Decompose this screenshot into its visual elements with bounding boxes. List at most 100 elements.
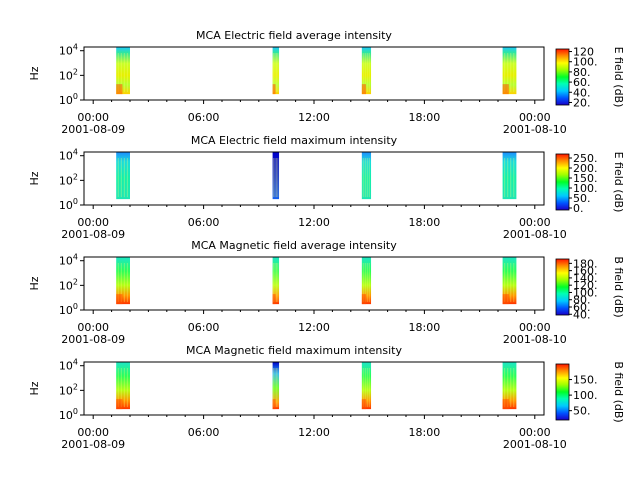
data-pass-hot-region	[361, 84, 366, 95]
colorbar	[555, 153, 570, 211]
data-pass-4	[502, 257, 517, 305]
y-tick-exponent: 0	[73, 407, 78, 416]
y-axis-label: Hz	[28, 66, 41, 80]
x-tick-label: 12:00	[298, 216, 330, 229]
colorbar-tick-label: 0.	[573, 202, 584, 215]
y-tick-exponent: 0	[73, 92, 78, 101]
x-tick-label: 12:00	[298, 111, 330, 124]
y-tick-base: 10	[59, 69, 73, 82]
colorbar-tick-label: 60.	[573, 301, 591, 314]
y-tick-exponent: 0	[73, 302, 78, 311]
panel-title: MCA Electric field maximum intensity	[191, 134, 398, 147]
colorbar-tick-label: 100.	[573, 56, 598, 69]
x-tick-label: 00:00	[77, 321, 109, 334]
y-tick-base: 10	[59, 199, 73, 212]
x-tick-label: 12:00	[298, 321, 330, 334]
y-tick-exponent: 2	[73, 277, 78, 286]
data-pass-3	[361, 152, 372, 200]
colorbar-tick-label: 180.	[573, 257, 598, 270]
y-tick-label: 104	[59, 148, 78, 163]
y-tick-label: 102	[59, 382, 78, 397]
x-tick-label: 00:00	[77, 426, 109, 439]
x-tick-label: 00:00	[77, 111, 109, 124]
data-pass-3	[361, 47, 372, 95]
colorbar-tick-label: 100.	[573, 389, 598, 402]
colorbar-tick-label: 100.	[573, 286, 598, 299]
colorbar-label: E field (dB)	[612, 47, 625, 108]
data-pass-2	[272, 362, 280, 410]
x-date-label-end: 2001-08-10	[503, 438, 567, 451]
colorbar-tick-label: 120	[573, 46, 594, 59]
colorbar-label: B field (dB)	[612, 361, 625, 422]
y-tick-exponent: 4	[73, 253, 78, 262]
colorbar-tick-label: 40.	[573, 86, 591, 99]
colorbar-tick-label: 80.	[573, 66, 591, 79]
y-tick-label: 104	[59, 43, 78, 58]
colorbar-tick-label: 100.	[573, 182, 598, 195]
data-pass-hot-region	[272, 399, 276, 410]
data-pass-2	[272, 152, 280, 200]
colorbar-tick-label: 20.	[573, 96, 591, 109]
y-tick-base: 10	[59, 45, 73, 58]
y-tick-exponent: 2	[73, 382, 78, 391]
colorbar-tick-label: 50.	[573, 192, 591, 205]
y-tick-label: 102	[59, 172, 78, 187]
colorbar-tick-label: 60.	[573, 76, 591, 89]
x-tick-label: 06:00	[188, 321, 220, 334]
x-tick-label: 18:00	[409, 216, 441, 229]
data-pass-3	[361, 257, 372, 305]
y-tick-base: 10	[59, 279, 73, 292]
panel-title: MCA Electric field average intensity	[196, 29, 392, 42]
data-pass-1	[116, 362, 130, 410]
data-pass-hot-region	[116, 294, 123, 305]
x-date-label-end: 2001-08-10	[503, 333, 567, 346]
colorbar-tick-label: 150.	[573, 374, 598, 387]
x-date-label-start: 2001-08-09	[61, 333, 125, 346]
y-tick-base: 10	[59, 255, 73, 268]
colorbar	[555, 48, 570, 106]
axes-frame	[83, 256, 545, 311]
x-date-label-end: 2001-08-10	[503, 123, 567, 136]
colorbar-tick-label: 40.	[573, 308, 591, 321]
y-tick-exponent: 4	[73, 43, 78, 52]
data-pass-4	[502, 152, 517, 200]
x-tick-label: 06:00	[188, 426, 220, 439]
colorbar-tick-label: 160.	[573, 265, 598, 278]
x-tick-label: 00:00	[519, 216, 551, 229]
colorbar-label: E field (dB)	[612, 152, 625, 213]
x-date-label-start: 2001-08-09	[61, 123, 125, 136]
x-tick-label: 06:00	[188, 111, 220, 124]
y-tick-exponent: 2	[73, 67, 78, 76]
x-tick-label: 18:00	[409, 111, 441, 124]
x-tick-label: 00:00	[519, 321, 551, 334]
y-tick-exponent: 0	[73, 197, 78, 206]
colorbar-tick-label: 50.	[573, 405, 591, 418]
panel-1: MCA Electric field average intensity Hz 10…	[28, 29, 625, 136]
y-tick-base: 10	[59, 384, 73, 397]
data-pass-1	[116, 152, 130, 200]
y-tick-exponent: 2	[73, 172, 78, 181]
y-tick-base: 10	[59, 360, 73, 373]
colorbar-tick-label: 120.	[573, 279, 598, 292]
y-axis-label: Hz	[28, 171, 41, 185]
y-tick-base: 10	[59, 174, 73, 187]
data-pass-2	[272, 257, 280, 305]
colorbar-label: B field (dB)	[612, 256, 625, 317]
x-tick-label: 00:00	[519, 111, 551, 124]
axes-frame	[83, 151, 545, 206]
y-axis-label: Hz	[28, 276, 41, 290]
colorbar-tick-label: 140.	[573, 272, 598, 285]
axes-frame	[83, 46, 545, 101]
y-tick-label: 102	[59, 67, 78, 82]
data-pass-4	[502, 47, 517, 95]
data-pass-hot-region	[272, 84, 276, 95]
colorbar-tick-label: 150.	[573, 172, 598, 185]
data-pass-hot-region	[116, 84, 123, 95]
colorbar-tick-label: 80.	[573, 294, 591, 307]
x-tick-label: 18:00	[409, 321, 441, 334]
y-tick-label: 100	[59, 302, 78, 317]
x-tick-label: 18:00	[409, 426, 441, 439]
data-pass-3	[361, 362, 372, 410]
y-tick-base: 10	[59, 304, 73, 317]
